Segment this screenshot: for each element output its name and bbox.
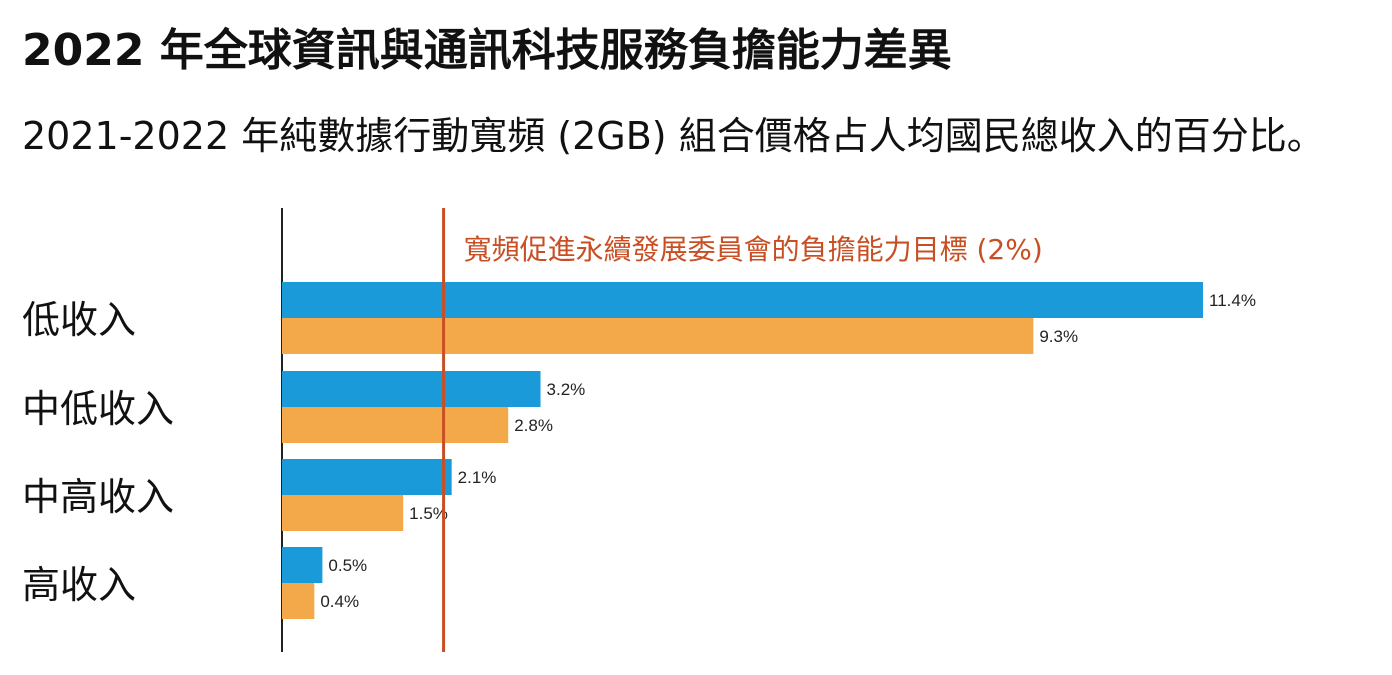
- category-label-2: 中低收入: [22, 387, 174, 431]
- category-label-4: 高收入: [22, 563, 136, 607]
- bar-blue-3: [282, 459, 452, 495]
- category-label-1: 低收入: [22, 298, 136, 342]
- value-label-blue-3: 2.1%: [458, 468, 497, 487]
- bar-orange-4: [282, 583, 315, 619]
- value-label-orange-3: 1.5%: [409, 504, 448, 523]
- bar-blue-4: [282, 547, 323, 583]
- value-label-blue-2: 3.2%: [547, 380, 586, 399]
- value-label-orange-4: 0.4%: [320, 592, 359, 611]
- bar-blue-2: [282, 371, 541, 407]
- category-label-3: 中高收入: [22, 475, 174, 519]
- bar-orange-3: [282, 495, 404, 531]
- bar-orange-2: [282, 407, 509, 443]
- value-label-blue-4: 0.5%: [328, 556, 367, 575]
- bar-blue-1: [282, 282, 1203, 318]
- chart-subtitle: 2021-2022 年純數據行動寬頻 (2GB) 組合價格占人均國民總收入的百分…: [22, 114, 1325, 158]
- value-label-orange-1: 9.3%: [1039, 327, 1078, 346]
- bar-orange-1: [282, 318, 1034, 354]
- chart-title: 2022 年全球資訊與通訊科技服務負擔能力差異: [22, 25, 952, 76]
- value-label-blue-1: 11.4%: [1209, 291, 1256, 310]
- value-label-orange-2: 2.8%: [514, 416, 553, 435]
- target-reference-label: 寬頻促進永續發展委員會的負擔能力目標 (2%): [464, 233, 1043, 266]
